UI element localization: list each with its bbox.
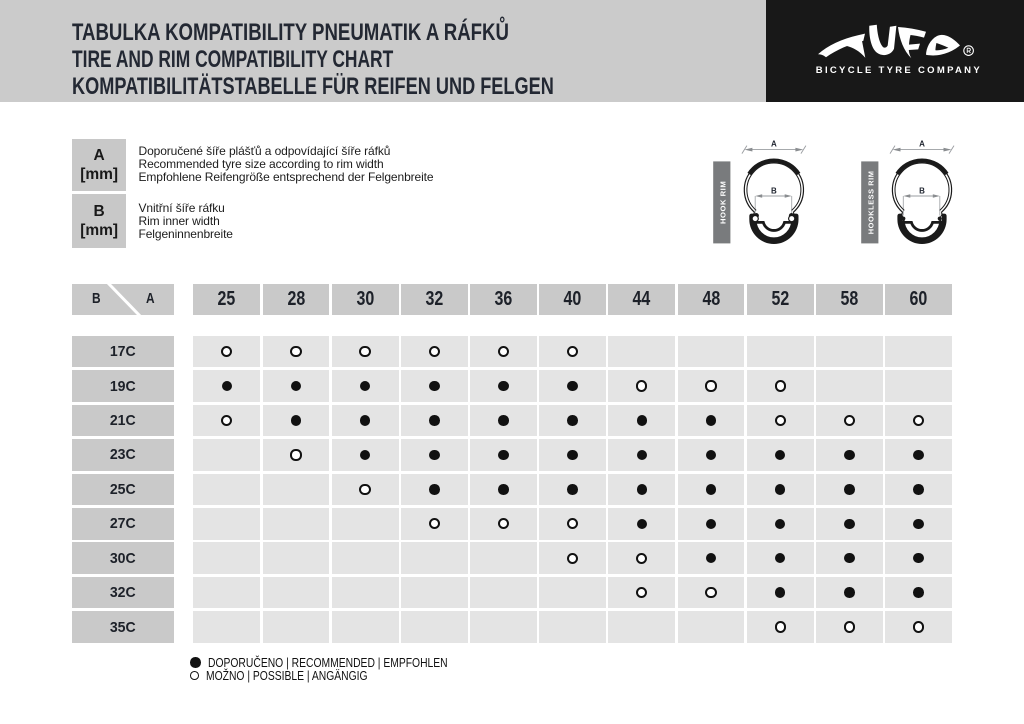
svg-text:HOOKLESS RIM: HOOKLESS RIM xyxy=(866,171,875,235)
svg-text:B: B xyxy=(771,187,777,196)
svg-text:BICYCLE TYRE COMPANY: BICYCLE TYRE COMPANY xyxy=(816,65,982,76)
svg-text:HOOK RIM: HOOK RIM xyxy=(718,181,727,224)
svg-text:B: B xyxy=(919,187,925,196)
svg-text:A: A xyxy=(919,140,925,149)
svg-text:A: A xyxy=(771,140,777,149)
